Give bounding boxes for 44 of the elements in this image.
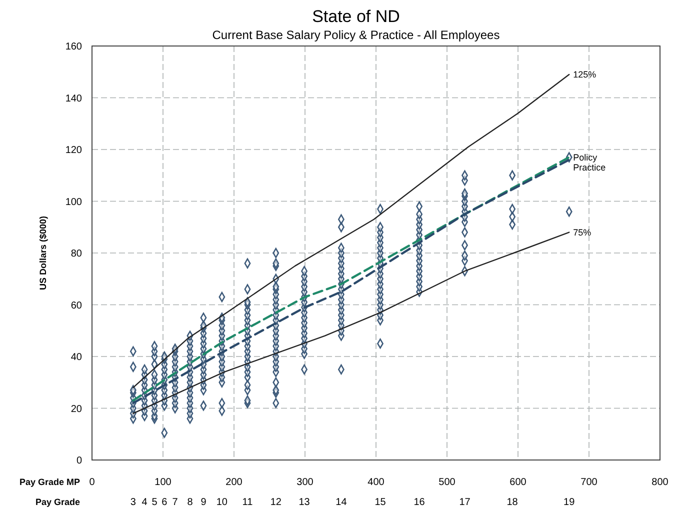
x-tick-label: 400 (368, 477, 385, 488)
text: 12 (270, 497, 282, 508)
x-tick-label: 500 (438, 477, 456, 488)
text: 4 (142, 497, 148, 508)
text: 16 (414, 497, 426, 508)
y-axis-title: US Dollars ($000) (38, 216, 48, 290)
x-tick-label: 100 (154, 477, 172, 488)
series-label: 75% (573, 227, 592, 238)
text: 7 (172, 497, 178, 508)
y-tick-label: 120 (65, 145, 82, 156)
y-tick-label: 140 (65, 93, 82, 104)
series-label: 125% (573, 69, 596, 80)
y-tick-label: 100 (65, 196, 82, 208)
x-tick-label: 0 (89, 477, 96, 488)
chart-subtitle: Current Base Salary Policy & Practice - All Employees (212, 28, 500, 42)
text: Pay Grade (35, 497, 80, 507)
x-tick-label: 200 (226, 477, 243, 488)
text: 18 (506, 497, 518, 508)
text: 8 (187, 497, 194, 508)
series-label: Policy (573, 152, 598, 162)
text: 3 (130, 497, 136, 508)
text: 15 (374, 497, 386, 508)
x-tick-label: 800 (652, 477, 669, 488)
y-tick-label: 160 (65, 42, 82, 52)
y-tick-label: 60 (70, 300, 82, 312)
x-tick-label: 700 (580, 477, 598, 488)
x-axis-title: Pay Grade MP (19, 477, 80, 487)
text: 17 (459, 497, 471, 508)
text: 9 (200, 497, 207, 508)
series-label: Practice (573, 162, 606, 172)
y-tick-label: 0 (76, 456, 82, 466)
text: 11 (242, 497, 254, 508)
chart-title: State of ND (312, 7, 400, 26)
text: 14 (336, 497, 348, 508)
x-tick-label: 300 (296, 477, 314, 488)
text: 5 (152, 497, 158, 508)
text: 6 (162, 497, 168, 508)
x-tick-label: 600 (510, 477, 527, 488)
y-tick-label: 20 (70, 404, 82, 415)
text: 13 (298, 497, 310, 508)
text: 10 (216, 497, 228, 508)
text: 19 (564, 497, 576, 508)
y-tick-label: 80 (70, 248, 82, 260)
y-tick-label: 40 (70, 352, 82, 363)
